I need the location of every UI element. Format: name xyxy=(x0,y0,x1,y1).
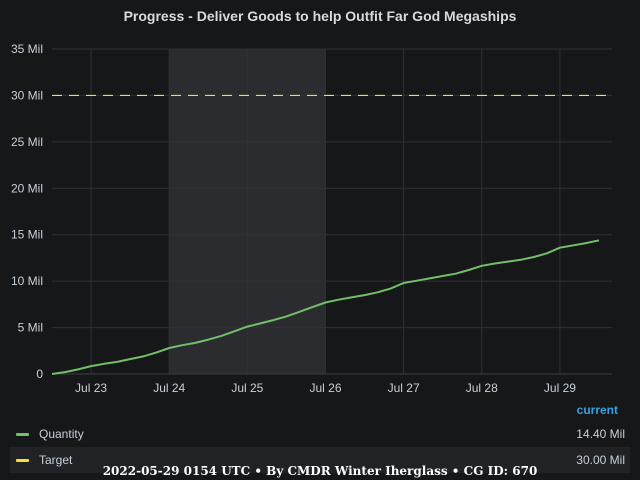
x-tick-label: Jul 27 xyxy=(388,381,420,395)
chart-title: Progress - Deliver Goods to help Outfit … xyxy=(123,8,517,24)
legend-row-quantity[interactable]: Quantity 14.40 Mil xyxy=(10,421,630,447)
y-tick-label: 15 Mil xyxy=(11,228,43,242)
x-tick-label: Jul 23 xyxy=(75,381,107,395)
y-tick-label: 20 Mil xyxy=(11,181,43,195)
y-tick-label: 30 Mil xyxy=(11,88,43,102)
target-swatch xyxy=(16,459,29,462)
x-tick-label: Jul 29 xyxy=(544,381,576,395)
legend-label: Target xyxy=(39,453,73,467)
chart-grid xyxy=(52,48,612,375)
legend-column-header: current xyxy=(576,403,618,417)
x-tick-label: Jul 28 xyxy=(466,381,498,395)
x-tick-label: Jul 26 xyxy=(309,381,341,395)
legend-value: 14.40 Mil xyxy=(576,427,625,441)
footer-caption: 2022-05-29 0154 UTC • By CMDR Winter Ihe… xyxy=(102,464,538,478)
x-tick-label: Jul 25 xyxy=(231,381,263,395)
quantity-swatch xyxy=(16,433,29,436)
legend-row-target[interactable]: Target 30.00 Mil xyxy=(10,447,630,473)
y-tick-label: 25 Mil xyxy=(11,135,43,149)
y-axis-ticks: 0 5 Mil 10 Mil 15 Mil 20 Mil 25 Mil 30 Mil 35 M… xyxy=(11,42,43,381)
y-tick-label: 0 xyxy=(36,367,43,381)
x-axis-ticks: Jul 23 Jul 24 Jul 25 Jul 26 Jul 27 Jul 28 Jul … xyxy=(75,381,576,395)
legend-label: Quantity xyxy=(39,427,84,441)
legend-value: 30.00 Mil xyxy=(576,453,625,467)
quantity-line xyxy=(51,239,600,375)
y-tick-label: 35 Mil xyxy=(11,42,43,56)
y-tick-label: 5 Mil xyxy=(18,321,43,335)
x-tick-label: Jul 24 xyxy=(153,381,185,395)
chart-series xyxy=(51,94,612,375)
y-tick-label: 10 Mil xyxy=(11,274,43,288)
progress-chart[interactable]: 0 5 Mil 10 Mil 15 Mil 20 Mil 25 Mil 30 Mil 35 M… xyxy=(0,0,640,400)
